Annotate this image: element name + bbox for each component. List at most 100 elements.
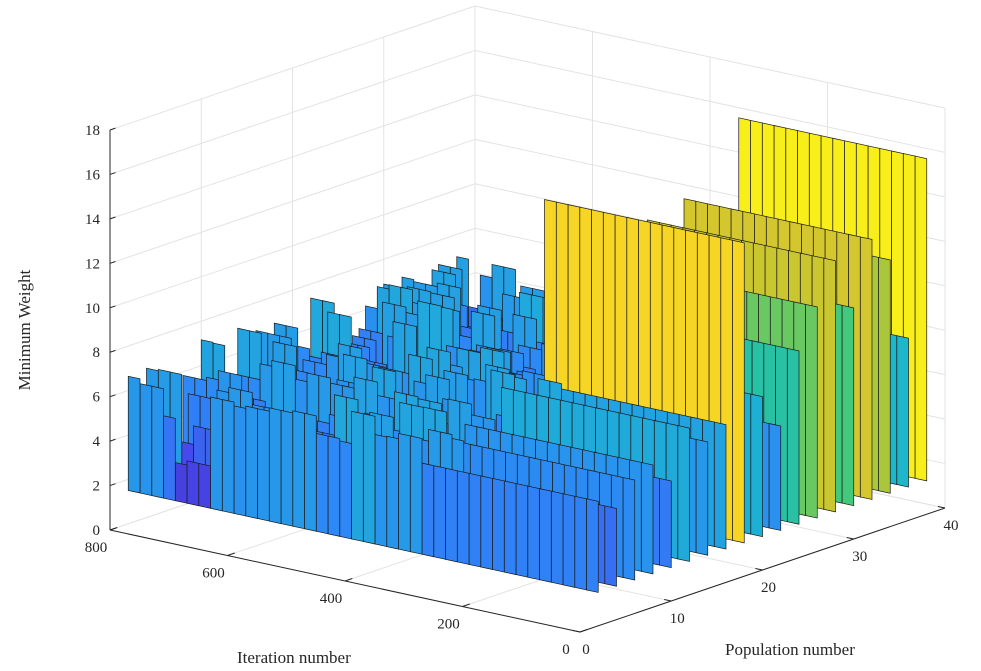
tick-label: 0 — [93, 523, 101, 539]
surface-patch — [695, 438, 709, 556]
surface-patch — [268, 407, 282, 525]
surface-patch — [574, 495, 587, 591]
surface-patch — [163, 415, 176, 502]
surface-patch — [586, 498, 599, 593]
surface-patch — [362, 413, 376, 545]
z-tick — [109, 216, 116, 220]
x-tick — [846, 536, 854, 540]
surface-patch — [327, 435, 341, 537]
surface-patch — [198, 462, 211, 509]
series-ribbon — [127, 375, 599, 593]
surface-patch — [622, 477, 636, 581]
z-tick — [109, 305, 116, 309]
surface-patch — [351, 410, 364, 542]
surface-patch — [304, 412, 317, 532]
x-axis-label: Population number — [725, 640, 855, 659]
surface-patch — [409, 435, 423, 555]
surface-patch — [550, 490, 564, 586]
tick-label: 14 — [85, 212, 101, 228]
tick-label: 30 — [852, 549, 867, 565]
surface-patch — [374, 434, 388, 548]
tick-label: 6 — [93, 390, 101, 406]
surface-patch — [805, 303, 818, 519]
surface-patch — [768, 423, 782, 531]
y-axis-label: Iteration number — [237, 648, 351, 667]
surface-patch — [562, 493, 576, 588]
y-tick — [462, 603, 470, 607]
x-tick — [664, 598, 672, 602]
tick-label: 8 — [93, 345, 101, 361]
surface-patch — [210, 396, 223, 512]
surface-patch — [604, 505, 617, 587]
surface-patch — [433, 465, 446, 560]
x-tick — [755, 567, 763, 571]
surface-patch — [139, 383, 153, 497]
z-tick — [109, 394, 116, 398]
surface-patch — [527, 485, 540, 581]
surface-patch — [896, 335, 909, 488]
z-axis-label: Minimum Weight — [15, 269, 34, 390]
surface-patch — [750, 393, 763, 538]
surface-patch — [339, 440, 352, 540]
z-tick — [109, 127, 116, 131]
grid-line — [474, 5, 946, 109]
surface-patch — [841, 304, 855, 507]
surface-patch — [640, 461, 654, 575]
tick-label: 40 — [944, 518, 959, 534]
z-tick — [109, 172, 116, 175]
tick-label: 12 — [85, 256, 100, 272]
surface-patch — [732, 239, 745, 544]
surface-patch — [659, 478, 672, 569]
tick-label: 18 — [85, 123, 100, 139]
surface-patch — [233, 405, 247, 517]
grid-line — [109, 227, 476, 353]
tick-label: 10 — [670, 611, 685, 627]
surface-patch — [151, 385, 164, 499]
surface-patch — [503, 480, 517, 576]
x-tick — [572, 629, 581, 633]
surface-patch — [539, 488, 552, 583]
tick-label: 16 — [85, 167, 101, 183]
surface-patch — [386, 435, 399, 550]
surface-patch — [914, 155, 928, 482]
series-layer — [127, 117, 928, 593]
surface-patch — [257, 408, 270, 522]
surface-patch — [859, 236, 873, 500]
tick-label: 800 — [85, 540, 108, 556]
tick-label: 0 — [562, 642, 570, 658]
surface-patch — [878, 256, 891, 494]
surface-patch — [823, 257, 836, 513]
z-tick — [109, 438, 116, 442]
tick-label: 0 — [582, 642, 590, 658]
surface-patch — [280, 409, 294, 527]
grid-line — [474, 49, 946, 153]
tick-label: 20 — [761, 580, 776, 596]
surface-patch — [245, 405, 258, 519]
y-tick — [579, 629, 588, 633]
surface-patch — [315, 432, 329, 535]
grid-line — [109, 5, 476, 131]
surface-patch — [677, 425, 690, 562]
surface-patch — [292, 410, 305, 530]
surface-patch — [127, 375, 141, 494]
surface-patch — [515, 483, 529, 578]
surface-patch — [492, 477, 505, 573]
grid-line — [109, 183, 476, 309]
grid-line — [109, 94, 476, 220]
tick-label: 2 — [93, 479, 101, 495]
surface-patch — [480, 475, 493, 570]
tick-label: 200 — [437, 617, 460, 633]
surface-patch — [713, 421, 727, 550]
surface-patch — [456, 470, 470, 565]
tick-label: 400 — [320, 591, 343, 607]
z-tick — [109, 349, 116, 353]
surface-patch — [186, 460, 200, 507]
y-tick — [344, 578, 353, 582]
surface-patch — [174, 462, 188, 504]
surface-patch — [398, 432, 411, 553]
surface-patch — [786, 347, 800, 525]
y-tick — [227, 552, 235, 556]
tick-label: 10 — [85, 301, 100, 317]
